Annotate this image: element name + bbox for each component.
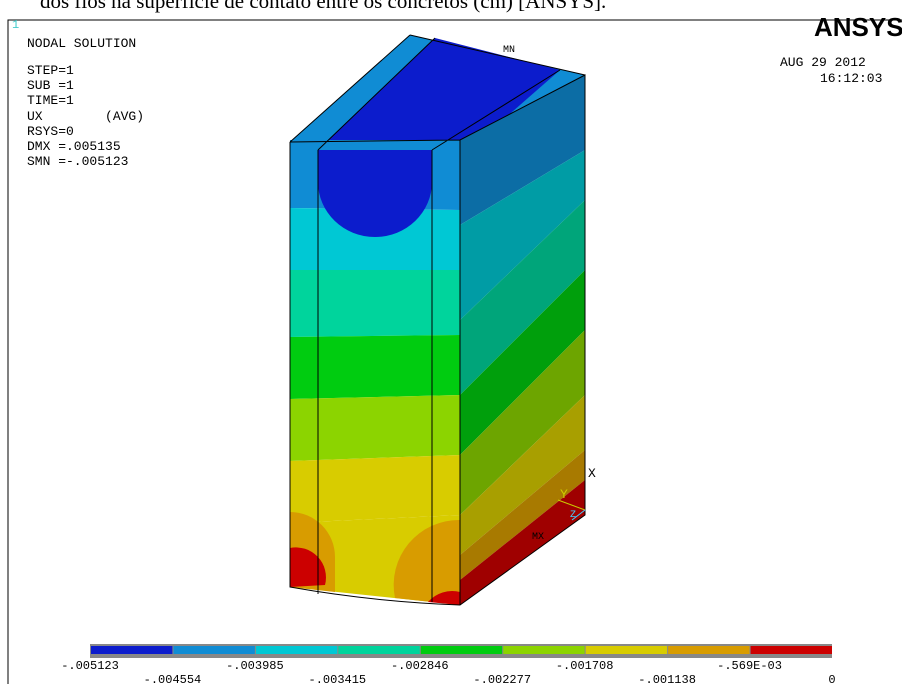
- corner-region: [428, 591, 460, 605]
- window-border: [7, 19, 902, 684]
- front-band: [290, 455, 460, 523]
- legend-label: -.003415: [308, 673, 367, 687]
- legend-label: -.001138: [638, 673, 696, 687]
- info-line: DMX =.005135: [27, 139, 121, 154]
- side-band: [460, 395, 585, 555]
- legend-label: -.002277: [473, 673, 532, 687]
- date: AUG 29 2012: [780, 55, 866, 70]
- front-band: [290, 335, 460, 399]
- info-line: UX (AVG): [27, 108, 145, 124]
- info-line: SMN =-.005123: [27, 154, 129, 170]
- legend-label: -.001708: [555, 659, 614, 673]
- side-band: [460, 200, 585, 395]
- axis-y: [557, 499, 586, 511]
- side-band: [460, 270, 585, 455]
- legend-swatch: [338, 646, 420, 654]
- window-number: 1: [12, 18, 20, 32]
- axis-x-label: X: [588, 466, 596, 481]
- legend-swatch: [585, 646, 668, 654]
- axis-z-label: Z: [570, 510, 577, 521]
- front-band: [290, 270, 460, 337]
- legend-label: 0: [828, 673, 836, 687]
- legend-swatch: [668, 646, 750, 654]
- front-band: [290, 395, 460, 461]
- side-band: [460, 75, 585, 225]
- legend-label: -.002846: [390, 659, 449, 673]
- side-band: [460, 480, 585, 605]
- legend-swatch: [750, 646, 832, 654]
- side-band: [460, 150, 585, 320]
- legend-swatch: [173, 646, 255, 654]
- time: 16:12:03: [820, 71, 883, 86]
- model: [289, 34, 586, 606]
- caption: dos fios na superfície de contato entre …: [40, 0, 607, 13]
- info-line: STEP=1: [27, 63, 74, 78]
- side-band: [460, 450, 585, 580]
- info-line: NODAL SOLUTION: [27, 36, 137, 51]
- corner-region: [290, 547, 326, 587]
- front-band: [290, 208, 460, 270]
- max-marker: MX: [532, 532, 545, 543]
- info-line: TIME=1: [27, 93, 74, 109]
- legend: [90, 644, 832, 658]
- legend-swatch: [255, 646, 338, 654]
- min-marker: MN: [503, 45, 516, 56]
- logo: ANSYS: [814, 12, 902, 42]
- legend-label: -.005123: [61, 659, 119, 673]
- legend-swatch: [420, 646, 503, 654]
- axis-z: [571, 509, 586, 521]
- legend-label: -.569E-03: [717, 659, 782, 673]
- info-line: RSYS=0: [27, 123, 74, 139]
- min-region: [318, 150, 432, 237]
- side-band: [460, 330, 585, 515]
- legend-swatch: [503, 646, 585, 654]
- legend-label: -.003985: [226, 659, 284, 673]
- axis-y-label: Y: [560, 487, 568, 502]
- legend-swatch: [91, 646, 173, 654]
- legend-label: -.004554: [143, 673, 202, 687]
- corner-region: [393, 519, 460, 605]
- edge: [289, 34, 586, 606]
- info-line: SUB =1: [27, 78, 74, 94]
